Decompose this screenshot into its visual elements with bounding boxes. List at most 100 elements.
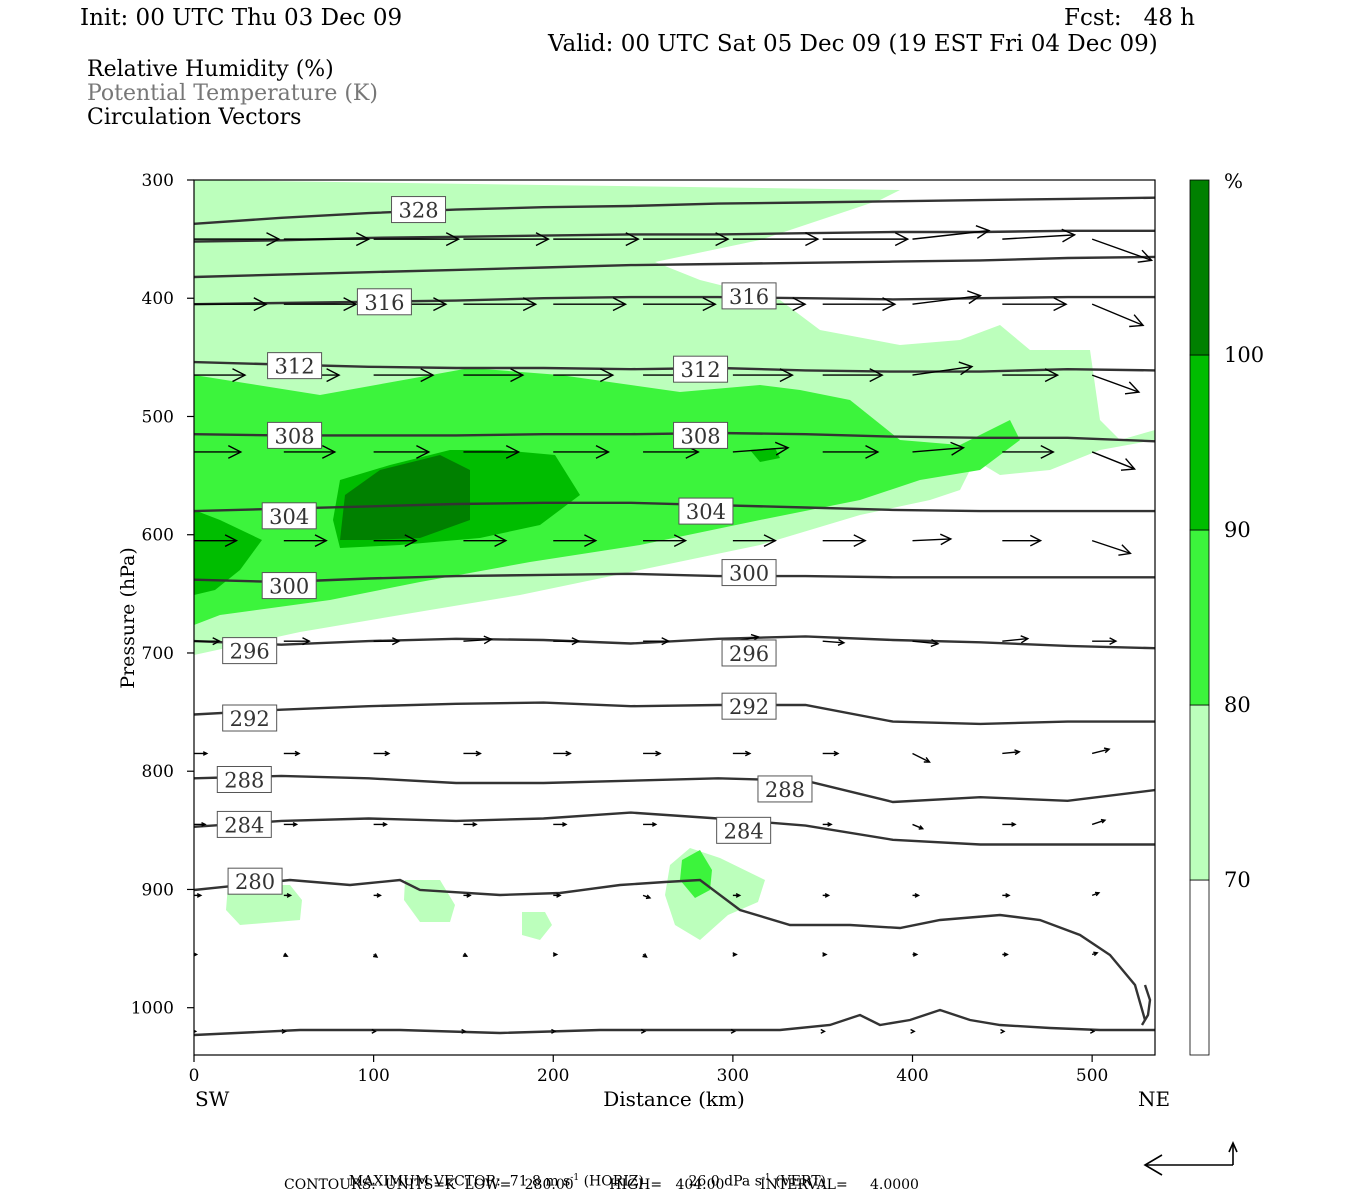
svg-text:316: 316 [364,291,404,315]
circulation-vector [461,1028,467,1034]
colorbar-bin-white [1189,879,1210,1056]
init-time: Init: 00 UTC Thu 03 Dec 09 [80,5,403,31]
theta-label-284: 284 [716,816,772,844]
circulation-vector [732,534,777,548]
circulation-vector [1091,539,1132,556]
circulation-vector [373,637,401,646]
y-tick-label: 1000 [131,999,174,1019]
x-axis-label: Distance (km) [603,1087,745,1111]
theta-contour-304 [194,501,1155,513]
circulation-vector [912,533,953,546]
rh-100-region [340,455,470,540]
circulation-vector [732,232,820,247]
circulation-vector [912,225,991,240]
theta-label-316: 316 [721,282,777,310]
reference-vector-icon [1143,1141,1238,1176]
theta-label-328: 328 [391,196,447,224]
theta-contour-steep [1140,984,1152,1026]
circulation-vector [822,892,831,898]
circulation-vector [912,892,921,898]
circulation-vector [373,821,388,827]
svg-text:284: 284 [724,819,764,843]
circulation-vector [553,637,581,646]
max-vector-line: MAXIMUM VECTOR: 71.8 m s-1 (HORIZ) 26.0 … [340,1157,826,1190]
rh-colorbar: % 100 90 80 70 [1189,169,1264,1056]
theta-label-300: 300 [261,572,317,600]
rh-70-blob [226,885,302,925]
x-axis: 0 100 200 300 400 500 [189,1055,1108,1086]
circulation-vector [553,368,615,383]
circulation-vector [732,441,790,456]
circulation-vector [373,444,431,459]
svg-text:328: 328 [398,199,438,223]
circulation-vector [194,751,209,756]
circulation-vector [822,638,846,646]
theta-label-308: 308 [673,421,729,449]
plot-frame [193,179,1156,1056]
colorbar-bin-80 [1189,529,1210,706]
circulation-vector [1091,374,1141,395]
x-tick-label: 0 [189,1066,200,1086]
circulation-vector [463,444,521,459]
circulation-vector [371,1028,377,1034]
svg-text:288: 288 [765,778,805,802]
circulation-vector [283,534,328,548]
circulation-vector [373,368,435,383]
circulation-vector [1002,534,1043,547]
theta-label-284: 284 [216,810,272,838]
circulation-vector [1091,818,1107,826]
theta-label-308: 308 [267,421,323,449]
circulation-vector [1002,821,1017,827]
theta-label-316: 316 [356,288,412,316]
theta-contour-296 [194,635,1155,650]
circulation-vector [463,534,508,548]
theta-label-304: 304 [678,497,734,525]
legend-theta: Potential Temperature (K) [87,81,378,106]
x-tick-label: 400 [896,1066,928,1086]
colorbar-bin-90 [1189,354,1210,531]
circulation-vector [822,368,884,383]
y-axis: 300 400 500 600 700 800 900 1000 [131,171,194,1019]
colorbar-unit: % [1224,169,1243,193]
circulation-vector [643,750,662,757]
circulation-vector [732,368,794,383]
circulation-vector [283,232,371,247]
circulation-vector [1002,892,1011,898]
circulation-vector [1002,297,1068,312]
theta-contour-280 [194,878,1147,1021]
circulation-vector [1002,228,1077,243]
svg-text:284: 284 [224,813,264,837]
relative-humidity-shading [194,180,1155,940]
max-vert-unit: (VERT) [775,1173,826,1190]
circulation-vector [463,297,538,312]
circulation-vector [194,444,243,459]
circulation-vector [822,750,840,757]
circulation-vector [732,892,742,898]
rh-80-blob [680,850,712,898]
circulation-vector [1000,1028,1006,1034]
circulation-vectors [194,225,1154,1034]
circulation-vector [822,821,833,827]
circulation-vector [283,952,289,957]
circulation-vector [463,635,494,645]
circulation-vector [1091,747,1111,755]
legend-vectors: Circulation Vectors [87,105,302,130]
valid-time: Valid: 00 UTC Sat 05 Dec 09 (19 EST Fri … [548,31,1158,57]
circulation-vector [730,1028,737,1034]
circulation-vector [912,638,940,648]
circulation-vector [553,297,628,312]
circulation-vector [1002,635,1030,644]
circulation-vector [194,821,207,827]
circulation-vector [822,232,910,247]
svg-text:288: 288 [224,768,264,792]
circulation-vector [194,892,203,898]
circulation-vector [463,368,525,383]
circulation-vector [912,952,919,957]
circulation-vector [553,750,572,757]
circulation-vector [551,1028,557,1034]
circulation-vector [1091,303,1145,328]
svg-text:304: 304 [686,500,726,524]
circulation-vector [373,232,461,247]
circulation-vector [283,637,311,646]
